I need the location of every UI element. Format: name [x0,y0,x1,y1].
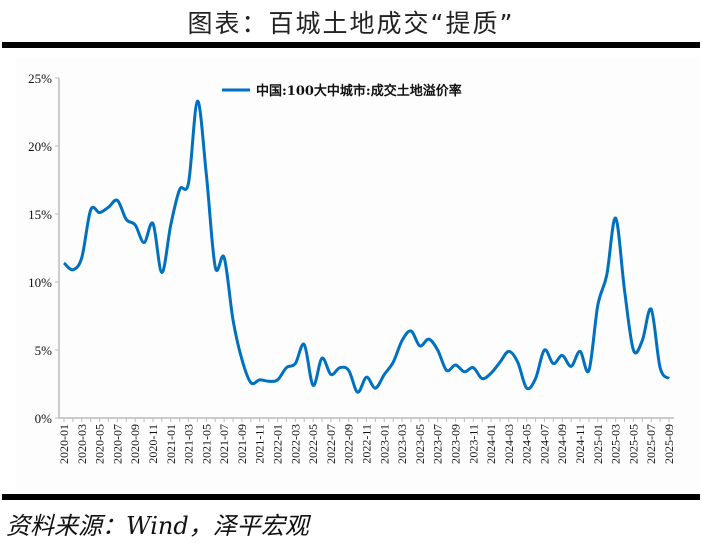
x-tick-label: 2021-09 [235,424,249,464]
x-tick-label: 2024-11 [573,424,587,464]
x-tick-label: 2021-05 [199,424,213,464]
x-tick-label: 2023-07 [431,424,445,464]
bottom-divider [2,494,700,500]
x-tick-label: 2025-07 [644,424,658,464]
x-tick-label: 2024-09 [555,424,569,464]
x-tick-label: 2020-07 [110,424,124,464]
y-tick-label: 10% [28,275,52,290]
x-tick-label: 2021-07 [217,424,231,464]
x-tick-label: 2024-01 [484,424,498,464]
x-tick-label: 2025-03 [609,424,623,464]
x-tick-label: 2024-07 [537,424,551,464]
x-tick-label: 2020-11 [146,424,160,464]
y-tick-label: 20% [28,139,52,154]
x-tick-label: 2022-05 [306,424,320,464]
x-tick-label: 2024-03 [502,424,516,464]
y-tick-label: 15% [28,207,52,222]
page-title: 图表：百城土地成交“提质” [187,9,515,38]
x-tick-label: 2020-03 [75,424,89,464]
legend-label: 中国:100大中城市:成交土地溢价率 [256,83,462,99]
x-tick-label: 2023-01 [377,424,391,464]
y-tick-label: 0% [35,411,53,426]
x-tick-label: 2022-09 [342,424,356,464]
series-line [62,99,671,394]
x-tick-label: 2023-09 [448,424,462,464]
source-note: 资料来源：Wind，泽平宏观 [6,512,309,540]
x-tick-label: 2022-07 [324,424,338,464]
x-tick-label: 2022-11 [360,424,374,464]
top-divider [2,42,700,48]
y-tick-label: 5% [35,343,53,358]
x-tick-label: 2025-05 [626,424,640,464]
x-tick-label: 2024-05 [520,424,534,464]
x-tick-label: 2021-11 [253,424,267,464]
line-chart: 0%5%10%15%20%25%2020-01 2020-03 2020-05 202… [28,71,676,464]
x-tick-label: 2020-01 [57,424,71,464]
x-tick-label: 2025-01 [591,424,605,464]
x-tick-label: 2022-01 [271,424,285,464]
x-tick-label: 2020-09 [128,424,142,464]
y-tick-label: 25% [28,71,52,86]
x-tick-label: 2023-05 [413,424,427,464]
x-tick-label: 2020-05 [93,424,107,464]
x-tick-label: 2023-11 [466,424,480,464]
x-tick-label: 2021-03 [182,424,196,464]
x-tick-label: 2022-03 [288,424,302,464]
x-tick-label: 2021-01 [164,424,178,464]
x-tick-label: 2023-03 [395,424,409,464]
x-tick-label: 2025-09 [662,424,676,464]
legend: 中国:100大中城市:成交土地溢价率 [222,83,462,99]
